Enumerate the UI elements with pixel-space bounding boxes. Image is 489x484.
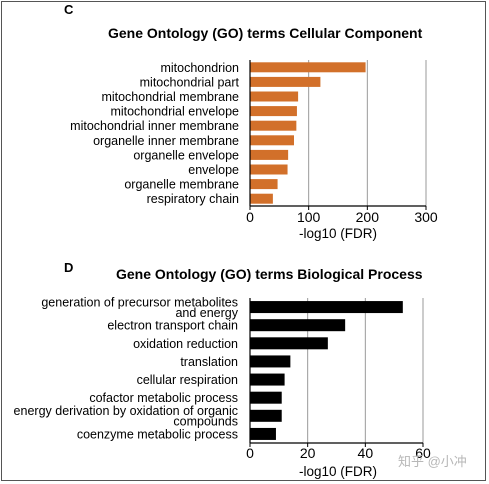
category-label: mitochondrial part: [140, 75, 240, 89]
category-label: compounds: [173, 415, 238, 429]
bar: [250, 76, 321, 87]
bar: [250, 164, 288, 175]
panel-letter: C: [64, 2, 74, 17]
bar: [250, 193, 273, 204]
bar: [250, 427, 276, 440]
bar: [250, 391, 282, 404]
category-label: organelle inner membrane: [93, 134, 239, 148]
x-tick-label: 60: [415, 445, 431, 461]
category-label: electron transport chain: [107, 319, 238, 333]
category-label: energy derivation by oxidation of organi…: [14, 404, 238, 418]
x-tick-label: 300: [414, 209, 438, 225]
bar: [250, 355, 291, 368]
category-label: mitochondrion: [160, 61, 239, 75]
bar: [250, 179, 278, 190]
bar: [250, 120, 297, 131]
bar: [250, 135, 294, 146]
bar: [250, 106, 297, 117]
watermark: 知乎 @小冲: [398, 454, 467, 469]
x-tick-label: 200: [356, 209, 380, 225]
category-label: respiratory chain: [147, 192, 239, 206]
category-label: translation: [180, 355, 238, 369]
bar: [250, 149, 289, 160]
category-label: mitochondrial envelope: [110, 105, 239, 119]
category-label: coenzyme metabolic process: [77, 427, 238, 441]
bar: [250, 373, 285, 386]
category-label: cofactor metabolic process: [89, 391, 238, 405]
bar: [250, 301, 403, 314]
x-tick-label: 20: [300, 445, 316, 461]
category-label: cellular respiration: [137, 373, 238, 387]
cellular-component-chart: C Gene Ontology (GO) terms Cellular Compo…: [64, 2, 438, 241]
x-tick-label: 0: [246, 445, 254, 461]
category-label: organelle membrane: [124, 178, 239, 192]
bar: [250, 319, 346, 332]
category-label: envelope: [188, 163, 239, 177]
x-axis-title: -log10 (FDR): [299, 226, 377, 241]
panel-letter: D: [64, 260, 73, 275]
biological-process-chart: D Gene Ontology (GO) terms Biological Pro…: [14, 260, 431, 479]
x-tick-label: 100: [297, 209, 321, 225]
x-axis-title: -log10 (FDR): [299, 464, 377, 479]
category-label: generation of precursor metabolites: [41, 295, 238, 309]
category-label: oxidation reduction: [133, 337, 238, 351]
x-tick-label: 0: [246, 209, 254, 225]
category-label: organelle envelope: [133, 148, 239, 162]
x-tick-label: 40: [358, 445, 374, 461]
category-label: and energy: [175, 306, 238, 320]
bar: [250, 91, 299, 102]
bar: [250, 337, 328, 350]
chart-title: Gene Ontology (GO) terms Biological Proc…: [116, 266, 423, 282]
category-label: mitochondrial membrane: [101, 90, 239, 104]
bar: [250, 409, 282, 422]
category-label: mitochondrial inner membrane: [70, 119, 239, 133]
chart-title: Gene Ontology (GO) terms Cellular Compon…: [108, 25, 423, 41]
bar: [250, 62, 366, 73]
